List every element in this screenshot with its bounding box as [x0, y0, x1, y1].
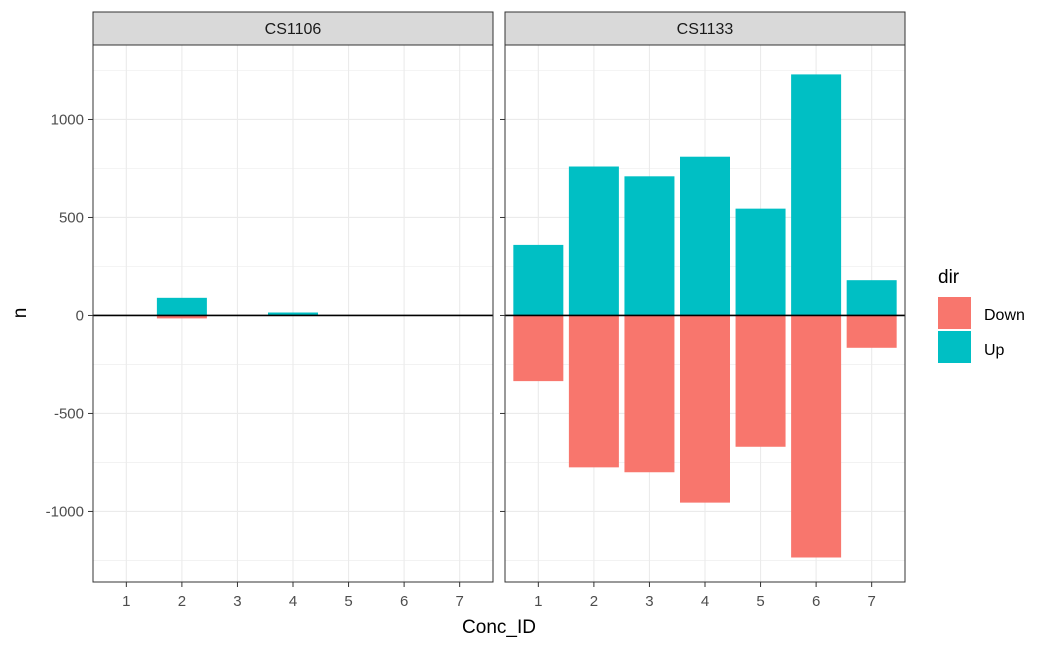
bar-up-5	[735, 208, 786, 316]
x-tick-label: 7	[867, 593, 875, 610]
legend-swatch-down	[938, 297, 971, 329]
bar-down-3	[624, 315, 675, 473]
bar-down-7	[846, 315, 897, 348]
y-tick-label: -500	[54, 405, 84, 422]
bar-up-4	[268, 312, 318, 316]
legend-title: dir	[938, 267, 960, 288]
bar-up-6	[791, 74, 842, 316]
x-tick-label: 4	[701, 593, 709, 610]
facet-strip-cs1133: CS1133	[504, 11, 906, 46]
bar-up-7	[846, 280, 897, 316]
y-tick-label: 500	[59, 209, 84, 226]
legend-label-down: Down	[984, 307, 1025, 324]
bar-down-2	[156, 315, 207, 319]
bar-up-3	[624, 176, 675, 316]
x-tick-label: 6	[400, 593, 408, 610]
x-tick-label: 3	[233, 593, 241, 610]
bar-up-4	[680, 156, 730, 316]
bar-down-1	[513, 315, 564, 382]
bar-down-6	[791, 315, 842, 558]
facet-title-cs1106: CS1106	[265, 21, 322, 38]
bar-down-4	[680, 315, 730, 503]
bar-up-2	[156, 297, 207, 316]
legend-swatch-up	[938, 331, 971, 363]
facet-strip-cs1106: CS1106	[92, 11, 494, 46]
y-tick-label: 0	[76, 307, 84, 324]
x-tick-label: 4	[289, 593, 297, 610]
legend-label-up: Up	[984, 342, 1005, 359]
x-tick-label: 2	[178, 593, 186, 610]
x-tick-label: 5	[756, 593, 764, 610]
x-tick-label: 7	[455, 593, 463, 610]
x-tick-label: 1	[534, 593, 542, 610]
x-tick-label: 1	[122, 593, 130, 610]
x-tick-label: 5	[344, 593, 352, 610]
bar-down-2	[568, 315, 619, 468]
bar-up-2	[568, 166, 619, 316]
bar-down-5	[735, 315, 786, 447]
x-axis-title: Conc_ID	[462, 617, 536, 638]
y-axis-title: n	[10, 308, 31, 319]
y-tick-label: -1000	[46, 503, 84, 520]
bar-up-1	[513, 244, 564, 316]
y-tick-label: 1000	[51, 111, 84, 128]
facet-title-cs1133: CS1133	[677, 21, 734, 38]
x-tick-label: 3	[645, 593, 653, 610]
x-tick-label: 6	[812, 593, 820, 610]
legend: dir Down Up	[938, 267, 1025, 363]
x-tick-label: 2	[590, 593, 598, 610]
